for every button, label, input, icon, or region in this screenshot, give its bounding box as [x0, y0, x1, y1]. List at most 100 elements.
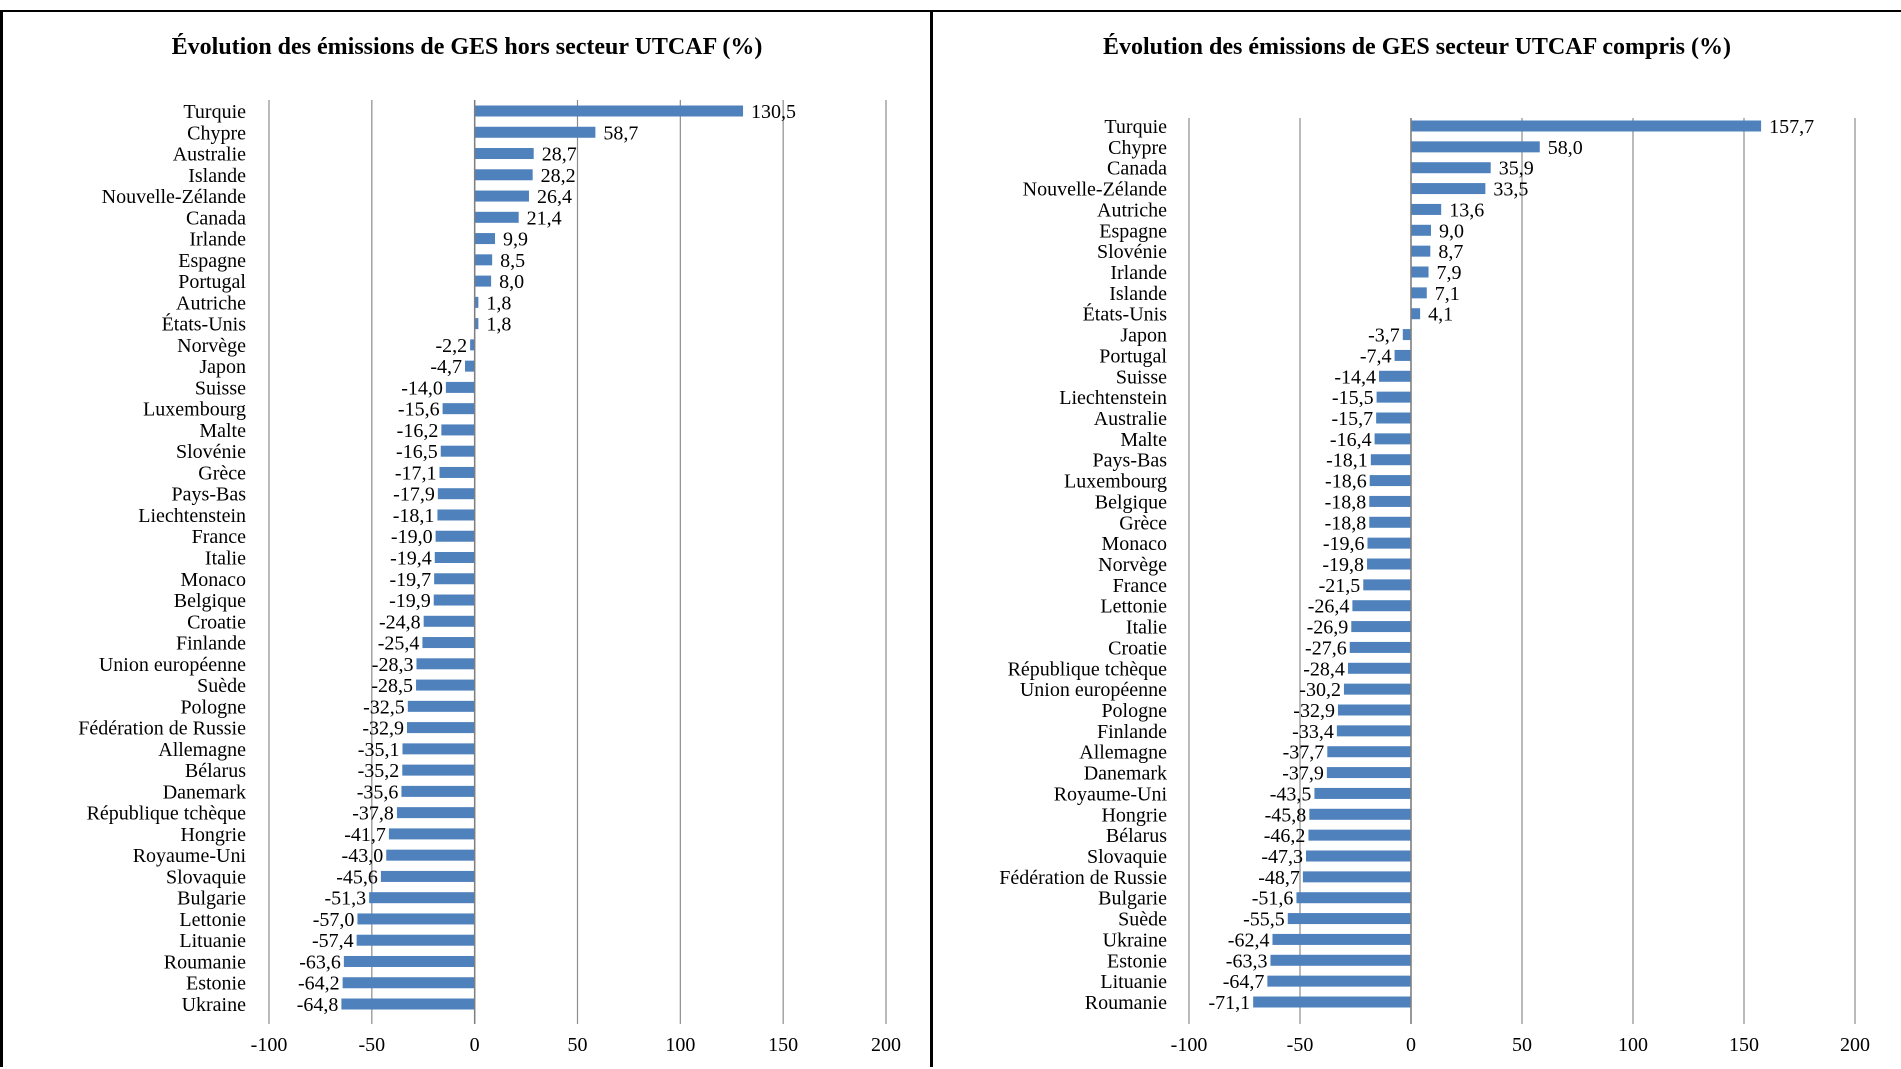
bar: [439, 466, 475, 478]
data-label: -55,5: [1243, 909, 1285, 931]
category-label: République tchèque: [1008, 658, 1168, 680]
category-label: Luxembourg: [143, 399, 246, 421]
data-label: -3,7: [1368, 325, 1400, 347]
category-label: Allemagne: [158, 739, 246, 761]
category-label: France: [192, 526, 247, 548]
bar: [1411, 245, 1431, 257]
bar: [1411, 120, 1762, 132]
data-label: -18,1: [1326, 450, 1368, 472]
data-label: -7,4: [1360, 345, 1392, 367]
data-label: -64,2: [298, 973, 340, 995]
data-label: 33,5: [1493, 179, 1528, 201]
category-label: États-Unis: [1083, 303, 1168, 326]
bar: [437, 488, 475, 500]
bar: [474, 318, 479, 330]
data-label: 21,4: [527, 207, 562, 229]
category-label: Portugal: [1099, 345, 1167, 367]
bar: [445, 381, 475, 393]
category-label: Slovaquie: [166, 866, 246, 888]
bar: [1270, 954, 1411, 966]
data-label: -57,0: [313, 909, 355, 931]
category-label: République tchèque: [87, 803, 247, 825]
bar: [1352, 600, 1411, 612]
category-label: Suède: [197, 675, 246, 697]
category-label: Bulgarie: [1098, 888, 1167, 910]
category-label: Bulgarie: [177, 888, 246, 910]
data-label: -32,9: [1293, 700, 1335, 722]
chart-panel-left: Évolution des émissions de GES hors sect…: [0, 10, 933, 1067]
data-label: -64,8: [297, 994, 339, 1016]
category-label: Japon: [199, 356, 246, 378]
bar: [437, 509, 475, 521]
category-label: Danemark: [163, 781, 246, 803]
bar: [1411, 162, 1491, 174]
data-label: -37,7: [1283, 742, 1325, 764]
data-label: -19,7: [389, 569, 431, 591]
bar: [474, 105, 744, 117]
category-label: Norvège: [1098, 554, 1167, 576]
x-tick-label: 100: [665, 1034, 695, 1056]
chart-panel-right: Évolution des émissions de GES secteur U…: [930, 10, 1901, 1067]
category-label: Belgique: [1095, 491, 1167, 513]
data-label: 8,0: [499, 271, 524, 293]
bar: [1287, 913, 1411, 925]
category-label: Norvège: [177, 335, 246, 357]
data-label: -19,4: [390, 548, 432, 570]
data-label: -25,4: [378, 633, 420, 655]
category-label: Grèce: [198, 462, 246, 484]
bar: [474, 254, 493, 266]
bar: [1369, 516, 1411, 528]
data-label: -17,9: [393, 484, 435, 506]
data-label: -15,7: [1331, 408, 1373, 430]
data-label: 28,2: [541, 165, 576, 187]
category-label: Fédération de Russie: [78, 718, 246, 740]
data-label: 58,0: [1548, 137, 1583, 159]
bar: [1302, 871, 1411, 883]
bar: [1411, 203, 1442, 215]
category-label: Finlande: [1097, 721, 1167, 743]
data-label: -16,2: [397, 420, 439, 442]
category-label: Australie: [1094, 408, 1167, 430]
category-label: Lettonie: [1100, 596, 1167, 618]
data-label: 35,9: [1499, 158, 1534, 180]
data-label: -26,9: [1307, 617, 1349, 639]
bar: [1347, 662, 1411, 674]
bar: [465, 360, 475, 372]
category-label: Ukraine: [1103, 929, 1168, 951]
data-label: -4,7: [430, 356, 462, 378]
category-label: Liechtenstein: [1059, 387, 1167, 409]
data-label: -14,4: [1334, 366, 1376, 388]
data-label: 7,1: [1435, 283, 1460, 305]
x-tick-label: -100: [1171, 1034, 1208, 1056]
category-label: Fédération de Russie: [999, 867, 1167, 889]
category-label: Pays-Bas: [1093, 450, 1168, 472]
category-label: Belgique: [174, 590, 246, 612]
x-tick-label: 0: [470, 1034, 480, 1056]
bar: [1411, 224, 1431, 236]
data-label: -16,4: [1330, 429, 1372, 451]
data-label: -35,6: [357, 781, 399, 803]
category-label: Danemark: [1084, 763, 1167, 785]
bar: [1314, 787, 1411, 799]
bar: [474, 148, 534, 160]
bar: [1411, 287, 1427, 299]
bar: [1376, 412, 1411, 424]
chart-title: Évolution des émissions de GES secteur U…: [1102, 34, 1731, 60]
bar: [416, 679, 475, 691]
bar: [388, 828, 475, 840]
bar: [435, 530, 475, 542]
category-label: Lettonie: [179, 909, 246, 931]
category-label: Autriche: [176, 292, 246, 314]
bar: [416, 658, 475, 670]
data-label: -14,0: [401, 377, 443, 399]
bar: [441, 424, 475, 436]
data-label: -19,8: [1322, 554, 1364, 576]
category-label: Islande: [188, 165, 246, 187]
data-label: -35,1: [358, 739, 400, 761]
data-label: -51,6: [1252, 888, 1294, 910]
data-label: -63,3: [1226, 950, 1268, 972]
bar: [1349, 641, 1411, 653]
category-label: Nouvelle-Zélande: [1023, 179, 1167, 201]
x-tick-label: -100: [251, 1034, 288, 1056]
data-label: 4,1: [1428, 304, 1453, 326]
